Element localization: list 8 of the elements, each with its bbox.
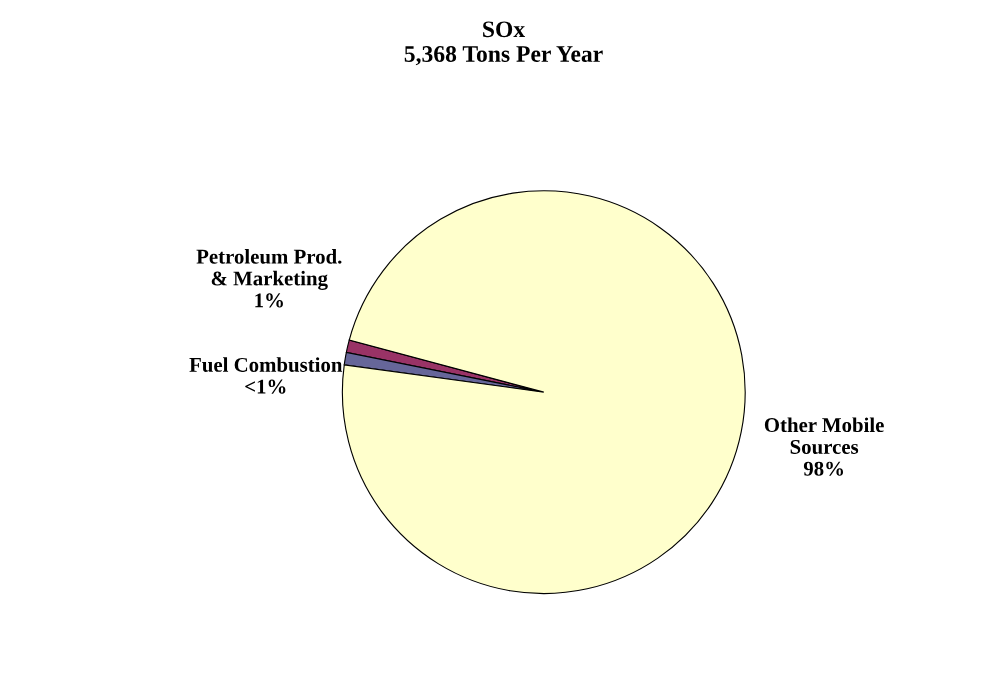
data-label: <1%	[245, 379, 286, 394]
slice-label: Petroleum Prod. & Marketing	[196, 249, 342, 290]
slice-label: Fuel Combustion	[189, 357, 343, 372]
pie-slice	[341, 190, 746, 595]
data-label: 98%	[803, 461, 844, 476]
slice-label: Other Mobile Sources	[764, 417, 884, 454]
chart-title: SOx 5,368 Tons Per Year	[404, 21, 603, 66]
data-label: 1%	[255, 293, 283, 308]
